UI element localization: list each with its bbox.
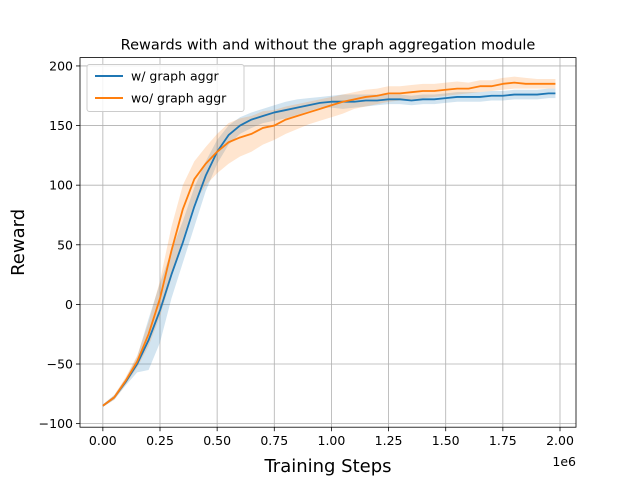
legend-box: [86, 64, 245, 112]
x-axis-offset-label: 1e6: [552, 454, 576, 469]
y-tick-label: −100: [39, 416, 73, 431]
y-axis-title: Reward: [8, 209, 29, 276]
x-tick-label: 1.25: [375, 433, 403, 448]
confidence-bands: [102, 76, 556, 407]
series-band-1: [102, 76, 556, 407]
y-tick-label: 50: [57, 237, 73, 252]
x-tick-label: 0.50: [203, 433, 231, 448]
x-axis-title: Training Steps: [263, 456, 391, 477]
chart-title: Rewards with and without the graph aggre…: [121, 38, 536, 54]
legend-label-w-graph-aggr: w/ graph aggr: [131, 69, 220, 84]
axis-ticks: 0.00 0.25 0.50 0.75 1.00 1.25 1.50 1.75 2.00 −100…: [39, 58, 574, 448]
series-line-0: [102, 92, 556, 407]
x-tick-label: 1.50: [432, 433, 460, 448]
x-tick-label: 0.00: [89, 433, 117, 448]
y-tick-label: 0: [65, 297, 73, 312]
x-tick-label: 2.00: [546, 433, 574, 448]
y-tick-label: 200: [49, 58, 73, 73]
legend-label-wo-graph-aggr: wo/ graph aggr: [131, 91, 227, 106]
series-lines: [102, 81, 556, 407]
y-tick-label: 150: [49, 118, 73, 133]
y-tick-label: −50: [47, 357, 73, 372]
x-tick-label: 1.75: [489, 433, 517, 448]
y-tick-label: 100: [49, 178, 73, 193]
plot-frame: [79, 57, 577, 428]
x-tick-label: 0.25: [146, 433, 174, 448]
series-line-1: [102, 81, 556, 407]
x-tick-label: 0.75: [260, 433, 288, 448]
x-tick-label: 1.00: [318, 433, 346, 448]
legend: w/ graph aggr wo/ graph aggr: [86, 64, 245, 112]
